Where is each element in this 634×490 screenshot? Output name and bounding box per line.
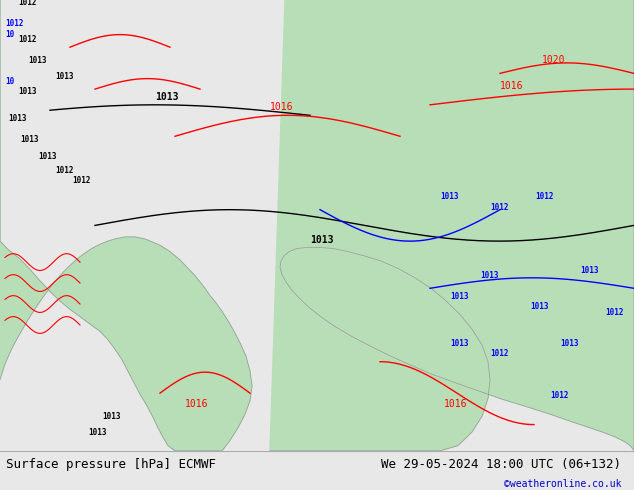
Text: 1012: 1012 [490,203,508,212]
Text: 1013: 1013 [88,428,107,437]
Text: 1013: 1013 [560,339,578,348]
Text: 1016: 1016 [270,102,294,112]
Text: 1013: 1013 [38,152,56,161]
Text: ©weatheronline.co.uk: ©weatheronline.co.uk [504,479,621,489]
Text: 1013: 1013 [102,413,120,421]
Text: 1012: 1012 [550,392,569,400]
Text: 1013: 1013 [530,302,548,311]
Text: 1012: 1012 [18,0,37,7]
Text: 1012: 1012 [55,166,74,175]
Text: 1013: 1013 [310,235,333,245]
Text: 1013: 1013 [20,135,39,144]
Text: 1012: 1012 [18,35,37,44]
Text: 1013: 1013 [450,339,469,348]
Text: 1020: 1020 [542,55,566,65]
Text: 1013: 1013 [18,87,37,97]
Text: 1016: 1016 [500,81,524,91]
Text: 1012: 1012 [72,176,91,186]
Text: 10: 10 [5,77,14,86]
Text: 1012: 1012 [605,308,623,317]
Text: 1013: 1013 [28,56,46,65]
Polygon shape [270,0,634,451]
Text: 1013: 1013 [440,192,458,201]
Text: 1012: 1012 [490,349,508,359]
Text: 1013: 1013 [480,271,498,280]
Text: 1013: 1013 [580,266,598,274]
Text: 1012: 1012 [535,192,553,201]
Polygon shape [0,0,252,451]
Text: 1013: 1013 [450,292,469,301]
Text: 1013: 1013 [155,92,179,101]
Text: 10: 10 [5,30,14,39]
Text: Surface pressure [hPa] ECMWF: Surface pressure [hPa] ECMWF [6,458,216,471]
Text: 1013: 1013 [8,114,27,122]
Text: 1012: 1012 [5,19,23,28]
Text: 1013: 1013 [55,72,74,81]
Text: 1016: 1016 [444,399,467,409]
Text: We 29-05-2024 18:00 UTC (06+132): We 29-05-2024 18:00 UTC (06+132) [381,458,621,471]
Text: 1016: 1016 [185,399,209,409]
